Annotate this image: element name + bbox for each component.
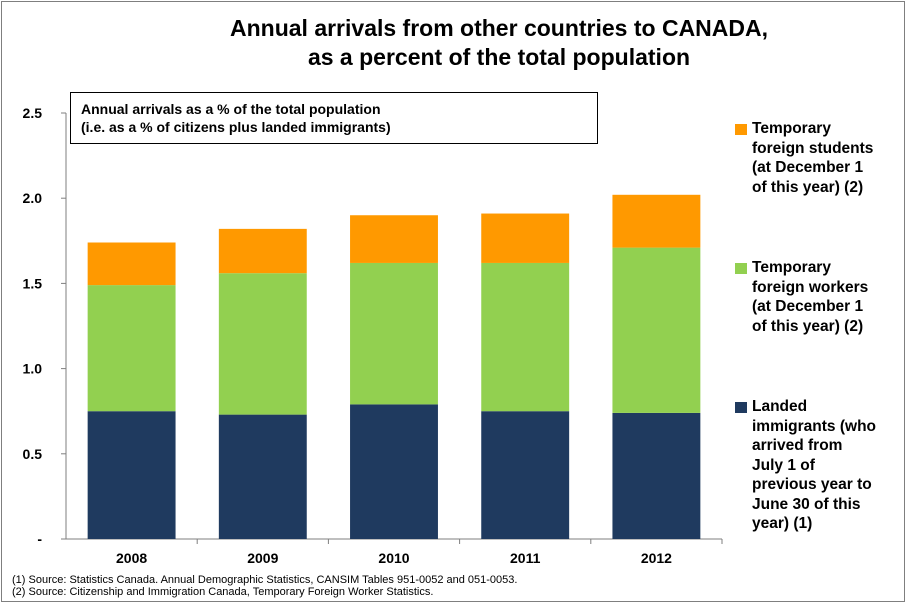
y-tick-label: - — [37, 531, 42, 547]
y-tick-label: 2.5 — [23, 105, 43, 121]
bar-segment — [218, 273, 307, 415]
y-tick-label: 1.0 — [23, 361, 43, 377]
bar-segment — [481, 262, 570, 412]
chart-title-line-2: as a percent of the total population — [307, 44, 691, 70]
legend-label: Temporary foreign students (at December 1 o… — [752, 119, 902, 197]
footnote-2: (2) Source: Citizenship and Immigration … — [12, 586, 434, 598]
y-tick-label: 1.5 — [23, 275, 43, 291]
chart-title: Annual arrivals from other countries to … — [0, 14, 908, 72]
bar-segment — [350, 215, 438, 263]
bar-segment — [481, 411, 570, 539]
bar-segment — [350, 262, 438, 405]
y-tick-label: 0.5 — [23, 446, 43, 462]
legend-swatch — [735, 263, 747, 274]
annotation-line-1: Annual arrivals as a % of the total popu… — [81, 101, 381, 117]
legend-swatch — [735, 402, 747, 413]
legend-label-line: (at December 1 — [752, 159, 864, 176]
legend-label-line: of this year) (2) — [752, 317, 864, 335]
legend-label-line: of this year) (2) — [752, 178, 864, 196]
legend-label-line: Temporary — [752, 120, 831, 137]
legend-label: Landed immigrants (who arrived from July 1 … — [752, 397, 902, 534]
x-tick-label: 2012 — [641, 550, 672, 566]
legend-label-line: Temporary — [752, 259, 831, 276]
x-tick-label: 2011 — [510, 550, 541, 566]
annotation-line-2: (i.e. as a % of citizens plus landed imm… — [81, 119, 391, 135]
bar-segment — [612, 194, 701, 248]
x-tick-label: 2010 — [378, 550, 409, 566]
legend-label-line: year) (1) — [752, 515, 813, 532]
y-tick-label: 2.0 — [23, 190, 43, 206]
footnote-1: (1) Source: Statistics Canada. Annual De… — [12, 574, 518, 586]
legend-label: Temporary foreign workers (at December 1 of… — [752, 258, 902, 336]
bar-segment — [612, 247, 701, 413]
legend-label-line: July 1 of — [752, 456, 815, 474]
legend-label-line: foreign workers — [752, 278, 869, 296]
legend-label-line: foreign students — [752, 139, 874, 157]
legend-swatch — [735, 124, 747, 135]
legend-label-line: (at December 1 — [752, 298, 864, 315]
annotation-box: Annual arrivals as a % of the total popu… — [70, 92, 598, 144]
bar-segment — [481, 213, 570, 263]
bar-segment — [87, 411, 176, 539]
legend-label-line: June 30 of this — [752, 495, 861, 513]
x-tick-label: 2008 — [116, 550, 147, 566]
bar-segment — [87, 285, 176, 412]
footnotes: (1) Source: Statistics Canada. Annual De… — [12, 574, 902, 598]
legend-label-line: previous year to — [752, 476, 872, 493]
chart-title-line-1: Annual arrivals from other countries to … — [229, 15, 769, 41]
legend-label-line: Landed — [752, 398, 808, 415]
bar-segment — [350, 404, 438, 539]
legend-label-line: arrived from — [752, 437, 843, 454]
legend-label-line: immigrants (who — [752, 417, 877, 435]
bar-segment — [218, 414, 307, 539]
bar-segment — [87, 242, 176, 286]
bar-segment — [612, 412, 701, 539]
bar-segment — [218, 228, 307, 274]
x-tick-label: 2009 — [247, 550, 278, 566]
